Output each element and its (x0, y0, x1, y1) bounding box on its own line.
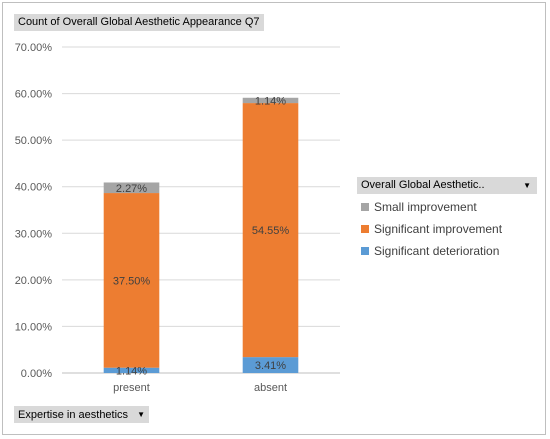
y-tick-label: 30.00% (15, 228, 53, 240)
data-label: 1.14% (116, 365, 147, 377)
bar-segment (103, 182, 160, 194)
axis-field-button[interactable]: Expertise in aesthetics ▼ (14, 406, 150, 423)
y-tick-label: 0.00% (21, 368, 52, 380)
bar-segment (242, 97, 299, 104)
legend-label: Small improvement (374, 200, 477, 214)
data-label: 2.27% (116, 183, 147, 195)
legend-item: Small improvement (361, 198, 502, 220)
legend-swatch (361, 203, 369, 211)
legend-field-label: Overall Global Aesthetic.. (361, 179, 485, 191)
legend-label: Significant deterioration (374, 244, 500, 258)
bar-segment (103, 367, 160, 373)
chart-title-label: Count of Overall Global Aesthetic Appear… (18, 16, 260, 28)
legend-item: Significant deterioration (361, 242, 502, 264)
legend: Small improvement Significant improvement… (361, 198, 502, 264)
bar-segment (242, 357, 299, 373)
legend-swatch (361, 225, 369, 233)
y-tick-label: 50.00% (15, 135, 53, 147)
axis-field-label: Expertise in aesthetics (18, 409, 129, 421)
data-label: 54.55% (252, 225, 290, 237)
data-label: 37.50% (113, 275, 151, 287)
y-tick-label: 40.00% (15, 182, 53, 194)
y-tick-label: 70.00% (15, 42, 53, 54)
bar-segment (103, 193, 160, 368)
dropdown-arrow-icon: ▼ (523, 181, 531, 190)
x-tick-label: absent (254, 382, 287, 394)
bar-segment (242, 103, 299, 358)
chart-title-field-button[interactable]: Count of Overall Global Aesthetic Appear… (14, 14, 264, 31)
y-tick-label: 10.00% (15, 321, 53, 333)
legend-field-button[interactable]: Overall Global Aesthetic.. ▼ (357, 177, 537, 194)
y-tick-label: 20.00% (15, 275, 53, 287)
dropdown-arrow-icon: ▼ (137, 410, 146, 419)
data-label: 3.41% (255, 360, 286, 372)
x-tick-label: present (113, 382, 150, 394)
legend-item: Significant improvement (361, 220, 502, 242)
y-tick-label: 60.00% (15, 89, 53, 101)
legend-swatch (361, 247, 369, 255)
data-label: 1.14% (255, 95, 286, 107)
legend-label: Significant improvement (374, 222, 503, 236)
